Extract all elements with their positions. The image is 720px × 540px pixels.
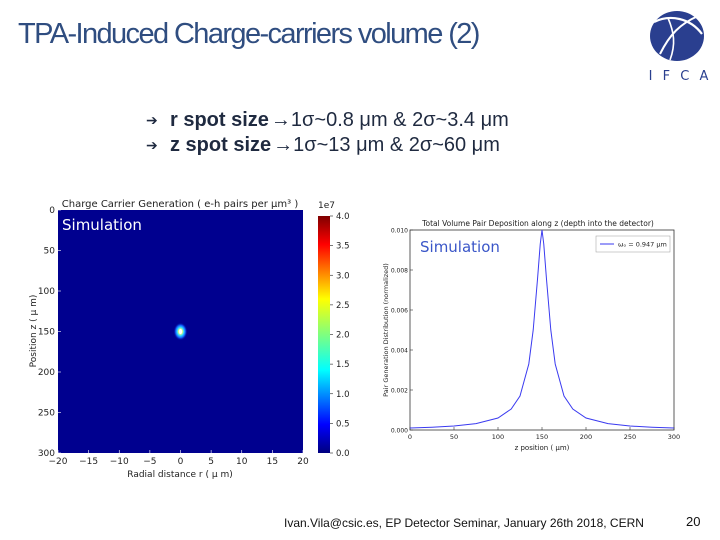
charge-carrier-heatmap: Charge Carrier Generation ( e-h pairs pe… — [29, 199, 350, 480]
heatmap-title: Charge Carrier Generation ( e-h pairs pe… — [62, 199, 299, 210]
colorbar-exponent: 1e7 — [318, 201, 335, 211]
heatmap-y-tick-label: 0 — [49, 206, 55, 216]
heatmap-xlabel: Radial distance r ( μ m) — [127, 470, 232, 480]
heatmap-y-tick-label: 250 — [38, 409, 55, 419]
heatmap-peak-core — [178, 328, 183, 335]
bullet-item: ➔ r spot size →1σ~0.8 μm & 2σ~3.4 μm — [146, 108, 509, 133]
logo-swirl-1 — [653, 16, 703, 35]
heatmap-x-tick-label: −5 — [143, 457, 156, 467]
bullet-label: z spot size — [170, 134, 272, 156]
logo-text: I F C A — [649, 69, 712, 84]
line-ylabel: Pair Generation Distribution (normalized… — [382, 263, 390, 397]
heatmap-x-tick-label: −15 — [79, 457, 98, 467]
colorbar-tick-label: 1.0 — [336, 390, 350, 400]
heatmap-y-tick-label: 100 — [38, 287, 55, 297]
line-series — [409, 229, 675, 429]
colorbar-tick-label: 0.0 — [336, 449, 350, 459]
heatmap-y-tick-label: 300 — [38, 449, 55, 459]
footer-text: Ivan.Vila@csic.es, EP Detector Seminar, … — [284, 516, 644, 530]
colorbar-tick-label: 0.5 — [336, 419, 350, 429]
line-plot-area — [409, 229, 675, 431]
logo-swirl-2 — [659, 15, 699, 55]
line-legend-label: ωₒ = 0.947 μm — [618, 241, 667, 249]
heatmap-y-tick-label: 50 — [44, 247, 56, 257]
line-legend-box — [595, 235, 671, 253]
line-y-tick-label: 0.006 — [391, 308, 408, 315]
colorbar-tick-label: 2.0 — [336, 331, 350, 341]
line-chart-title: Total Volume Pair Deposition along z (de… — [421, 219, 654, 228]
bullet-list: ➔ r spot size →1σ~0.8 μm & 2σ~3.4 μm ➔ z… — [146, 108, 509, 158]
line-y-tick-label: 0.000 — [391, 428, 408, 435]
ifca-logo: I F C A — [649, 11, 712, 84]
heatmap-overlay-label: Simulation — [62, 216, 142, 234]
line-overlay-label: Simulation — [420, 238, 500, 256]
line-y-tick-label: 0.010 — [391, 228, 408, 235]
colorbar-tick-label: 3.0 — [336, 271, 350, 281]
arrow-bullet-icon: ➔ — [146, 112, 158, 128]
line-x-tick-label: 300 — [668, 433, 680, 441]
line-y-tick-label: 0.008 — [391, 268, 408, 275]
bullet-text: →1σ~13 μm & 2σ~60 μm — [273, 134, 500, 156]
bullet-item: ➔ z spot size →1σ~13 μm & 2σ~60 μm — [146, 133, 509, 158]
line-x-tick-label: 150 — [536, 433, 548, 441]
heatmap-y-tick-label: 150 — [38, 328, 55, 338]
bullet-label: r spot size — [170, 109, 269, 131]
page-number: 20 — [686, 514, 701, 529]
colorbar-tick-label: 4.0 — [336, 212, 350, 222]
line-x-tick-label: 0 — [408, 433, 412, 441]
line-x-tick-label: 50 — [450, 433, 458, 441]
heatmap-y-tick-label: 200 — [38, 368, 55, 378]
arrow-bullet-icon: ➔ — [146, 137, 158, 153]
line-x-tick-label: 200 — [580, 433, 592, 441]
colorbar — [318, 216, 330, 453]
heatmap-x-tick-label: 5 — [208, 457, 214, 467]
heatmap-x-tick-label: −20 — [49, 457, 68, 467]
colorbar-tick-label: 1.5 — [336, 360, 350, 370]
colorbar-tick-label: 3.5 — [336, 242, 350, 252]
pair-deposition-line-chart: Total Volume Pair Deposition along z (de… — [382, 219, 680, 452]
line-x-tick-label: 100 — [492, 433, 504, 441]
colorbar-tick-label: 2.5 — [336, 301, 350, 311]
bullet-text: →1σ~0.8 μm & 2σ~3.4 μm — [270, 109, 509, 131]
line-y-tick-label: 0.004 — [391, 348, 408, 355]
heatmap-x-tick-label: 10 — [236, 457, 248, 467]
logo-swirl-3 — [667, 17, 675, 61]
line-y-tick-label: 0.002 — [391, 388, 408, 395]
heatmap-x-tick-label: 0 — [178, 457, 184, 467]
line-xlabel: z position ( μm) — [515, 444, 570, 452]
heatmap-x-tick-label: −10 — [110, 457, 129, 467]
heatmap-x-tick-label: 15 — [267, 457, 278, 467]
line-x-tick-label: 250 — [624, 433, 636, 441]
slide-title: TPA-Induced Charge-carriers volume (2) — [18, 18, 480, 50]
heatmap-ylabel: Position z ( μ m) — [29, 295, 39, 368]
heatmap-x-tick-label: 20 — [297, 457, 309, 467]
